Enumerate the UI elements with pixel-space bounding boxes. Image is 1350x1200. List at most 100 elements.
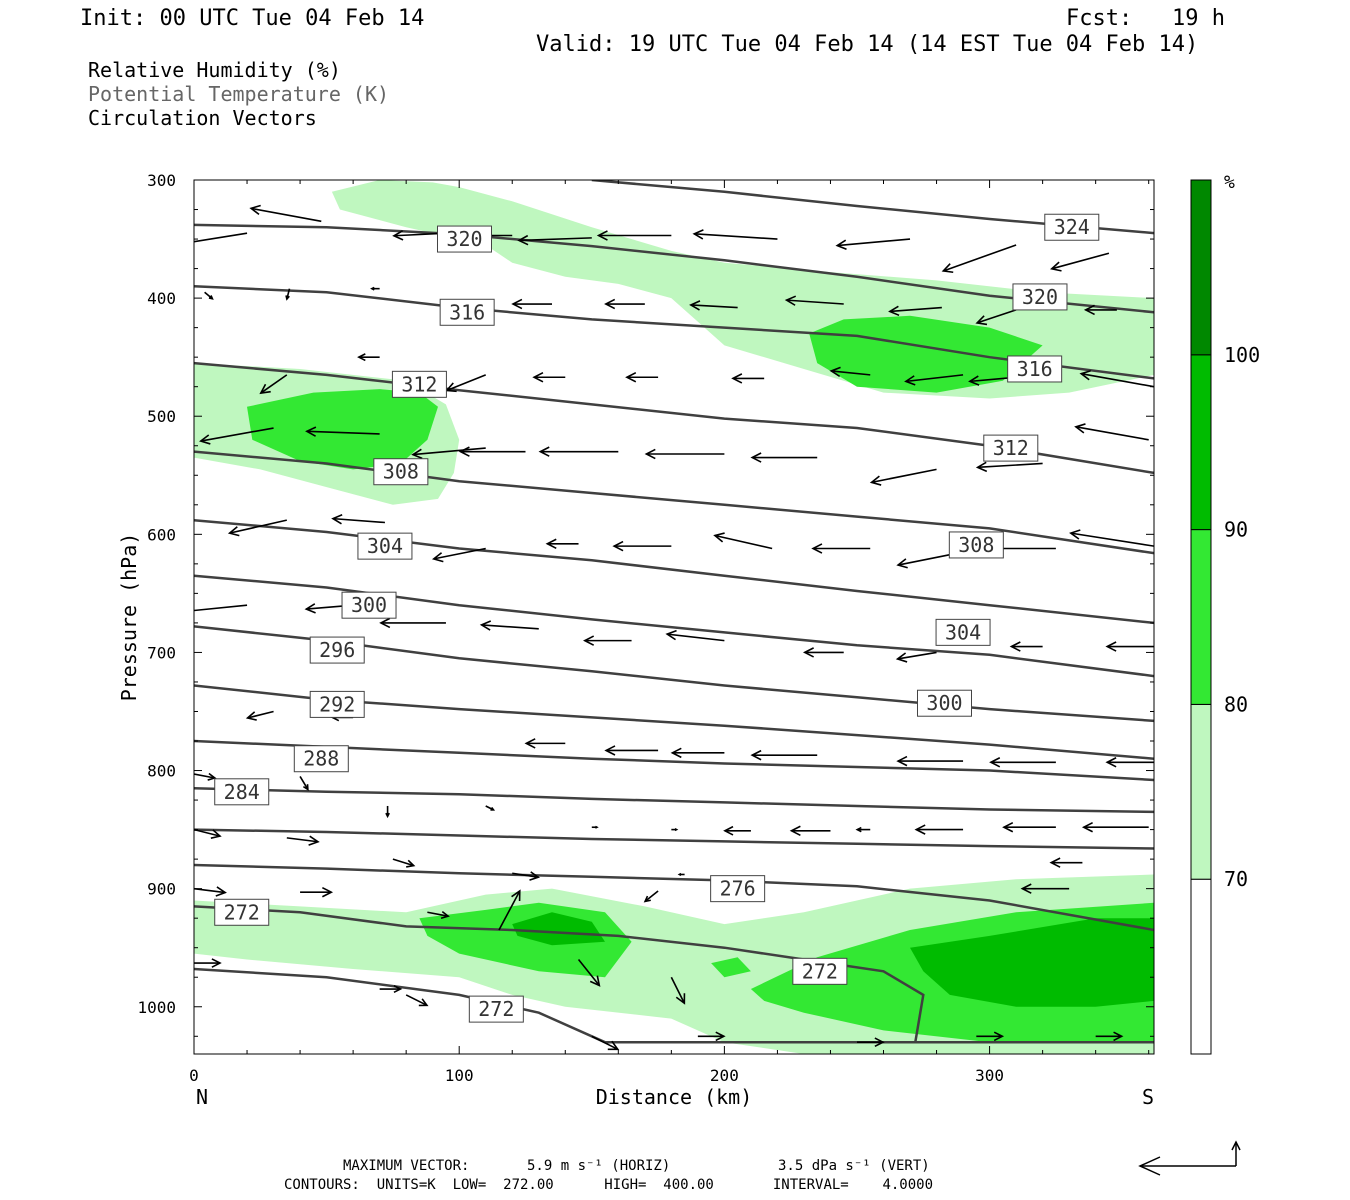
theta-contour-320-1 bbox=[194, 223, 1154, 314]
circulation-vector bbox=[789, 825, 831, 837]
circulation-vector bbox=[411, 447, 486, 460]
circulation-vector bbox=[604, 745, 659, 756]
circulation-vector bbox=[194, 604, 248, 612]
circulation-vector bbox=[511, 298, 553, 310]
field-theta-label: Potential Temperature (K) bbox=[88, 82, 390, 106]
colorbar-segment bbox=[1190, 179, 1212, 356]
circulation-vector bbox=[855, 826, 871, 833]
circulation-vector bbox=[596, 230, 672, 241]
circulation-vector bbox=[665, 629, 725, 642]
circulation-vector bbox=[194, 958, 222, 968]
theta-label-300-12: 300 bbox=[926, 691, 962, 715]
footer-contours: CONTOURS: UNITS=K LOW= 272.00 HIGH= 400.… bbox=[284, 1177, 934, 1193]
theta-label-324-0: 324 bbox=[1054, 215, 1090, 239]
theta-label-box-9 bbox=[357, 532, 413, 560]
circulation-vector bbox=[259, 374, 288, 395]
circulation-vector bbox=[458, 446, 526, 457]
theta-contour-316-3 bbox=[194, 285, 1154, 380]
circulation-vector bbox=[1105, 641, 1154, 652]
circulation-vector bbox=[479, 620, 539, 631]
field-rh-label: Relative Humidity (%) bbox=[88, 58, 341, 82]
theta-label-box-10 bbox=[935, 618, 991, 646]
theta-label-320-1: 320 bbox=[446, 227, 482, 251]
theta-label-box-20 bbox=[792, 957, 848, 985]
circulation-vector bbox=[532, 371, 566, 383]
theta-label-box-0 bbox=[1044, 213, 1100, 241]
circulation-vector bbox=[677, 872, 685, 877]
circulation-vector bbox=[1105, 757, 1154, 768]
circulation-vector bbox=[583, 635, 632, 646]
circulation-vector bbox=[591, 1035, 620, 1051]
circulation-vector bbox=[300, 886, 334, 898]
theta-label-272-19: 272 bbox=[224, 900, 260, 924]
circulation-vector bbox=[538, 446, 619, 457]
theta-label-312-6: 312 bbox=[993, 436, 1029, 460]
theta-label-272-21: 272 bbox=[478, 997, 514, 1021]
circulation-vector bbox=[331, 514, 385, 525]
circulation-vector bbox=[1079, 370, 1154, 388]
circulation-vector bbox=[731, 373, 765, 384]
theta-contour-304-9 bbox=[194, 518, 1154, 625]
colorbar-label: 100 bbox=[1224, 343, 1260, 367]
y-tick-label: 900 bbox=[147, 880, 176, 899]
colorbar-segment bbox=[1190, 703, 1212, 880]
circulation-vector bbox=[604, 298, 645, 310]
theta-contour-276-18 bbox=[194, 863, 1154, 932]
x-axis-label: Distance (km) bbox=[596, 1085, 753, 1109]
y-tick-label: 400 bbox=[147, 289, 176, 308]
circulation-vector bbox=[204, 291, 214, 300]
circulation-vector bbox=[895, 651, 937, 663]
rh-region-90-8 bbox=[512, 912, 605, 946]
circulation-vector bbox=[524, 738, 566, 749]
colorbar-segment bbox=[1190, 529, 1212, 705]
circulation-vector bbox=[784, 295, 844, 306]
rh-region-80-3 bbox=[247, 389, 438, 470]
theta-label-box-6 bbox=[983, 434, 1039, 462]
circulation-vector bbox=[227, 519, 287, 537]
circulation-vector bbox=[989, 757, 1056, 768]
circulation-vector bbox=[1002, 821, 1056, 833]
circulation-vector bbox=[612, 540, 672, 552]
circulation-vector bbox=[385, 805, 390, 819]
theta-label-box-5 bbox=[391, 370, 447, 398]
theta-contour-284-16 bbox=[194, 787, 1154, 814]
circulation-vector bbox=[194, 772, 217, 781]
theta-label-box-15 bbox=[293, 745, 349, 773]
circulation-vector bbox=[517, 234, 592, 246]
x-tick-label: 300 bbox=[975, 1066, 1004, 1085]
circulation-vector bbox=[445, 374, 487, 393]
circulation-vector bbox=[869, 468, 937, 486]
circulation-vector bbox=[1081, 821, 1149, 833]
circulation-vector bbox=[975, 309, 1017, 326]
circulation-vector bbox=[975, 461, 1043, 473]
circulation-vector bbox=[249, 204, 322, 223]
y-tick-label: 600 bbox=[147, 525, 176, 544]
circulation-vector bbox=[1020, 883, 1070, 894]
circulation-vector bbox=[299, 776, 309, 791]
valid-time: Valid: 19 UTC Tue 04 Feb 14 (14 EST Tue … bbox=[536, 32, 1199, 57]
circulation-vector bbox=[713, 532, 773, 550]
theta-label-box-12 bbox=[916, 689, 972, 717]
y-axis-label: Pressure (hPa) bbox=[117, 533, 141, 702]
colorbar-label: 80 bbox=[1224, 692, 1248, 716]
circulation-vector bbox=[896, 755, 964, 767]
circulation-vector bbox=[723, 825, 751, 836]
right-endpoint-label: S bbox=[1142, 1085, 1154, 1109]
x-tick-label: 100 bbox=[445, 1066, 474, 1085]
circulation-vector bbox=[199, 427, 274, 445]
circulation-vector bbox=[904, 374, 964, 386]
circulation-vector bbox=[697, 1031, 726, 1042]
colorbar-label: 70 bbox=[1224, 867, 1248, 891]
theta-contour-280-17 bbox=[194, 828, 1154, 850]
rh-region-90-9 bbox=[910, 918, 1154, 1007]
circulation-vector bbox=[485, 805, 496, 811]
theta-label-box-4 bbox=[1007, 355, 1063, 383]
theta-label-304-9: 304 bbox=[367, 534, 403, 558]
theta-contour-308-7 bbox=[194, 450, 1154, 555]
theta-label-296-13: 296 bbox=[319, 638, 355, 662]
theta-label-316-3: 316 bbox=[449, 300, 485, 324]
axes: 300 400 500 600 700 800 900 1000 0 100 200 300 bbox=[137, 171, 1154, 1085]
theta-label-292-14: 292 bbox=[319, 692, 355, 716]
circulation-vector bbox=[856, 1037, 885, 1048]
colorbar: 70 80 90 100 bbox=[1190, 179, 1260, 1055]
